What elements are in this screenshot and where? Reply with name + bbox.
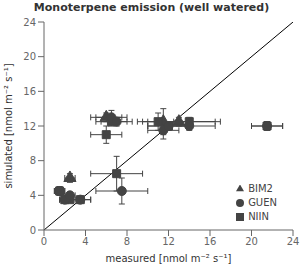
svg-text:20: 20 <box>23 51 36 62</box>
svg-text:simulated [nmol m⁻² s⁻¹]: simulated [nmol m⁻² s⁻¹] <box>8 63 14 188</box>
svg-text:0: 0 <box>41 236 47 247</box>
svg-text:12: 12 <box>23 121 36 132</box>
svg-text:measured [nmol m⁻² s⁻¹]: measured [nmol m⁻² s⁻¹] <box>106 253 232 264</box>
svg-text:12: 12 <box>162 236 175 247</box>
html-text:NIIN: NIIN <box>248 211 269 222</box>
svg-text:8: 8 <box>30 155 36 166</box>
svg-text:20: 20 <box>245 236 258 247</box>
svg-text:16: 16 <box>204 236 217 247</box>
svg-text:24: 24 <box>23 17 36 28</box>
svg-text:16: 16 <box>23 86 36 97</box>
svg-text:4: 4 <box>30 190 36 201</box>
svg-text:0: 0 <box>30 225 36 236</box>
html-text:GUEN: GUEN <box>248 197 277 208</box>
html-text:BIM2: BIM2 <box>248 183 273 194</box>
svg-text:24: 24 <box>287 236 295 247</box>
svg-text:4: 4 <box>82 236 88 247</box>
html-text:Monoterpene emission (well wat: Monoterpene emission (well watered) <box>33 1 270 14</box>
svg-text:8: 8 <box>124 236 130 247</box>
